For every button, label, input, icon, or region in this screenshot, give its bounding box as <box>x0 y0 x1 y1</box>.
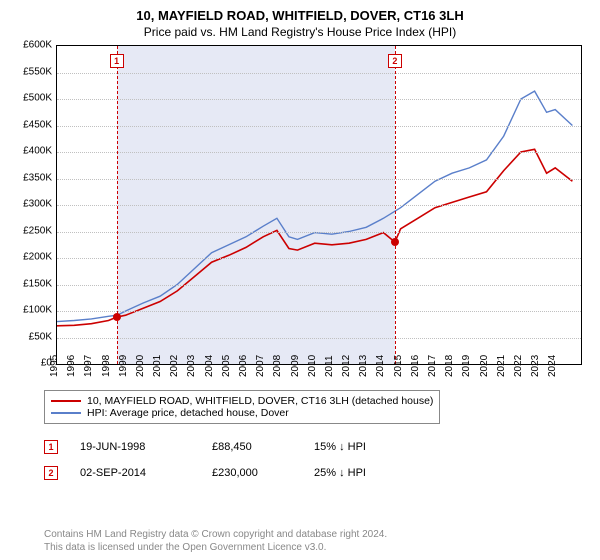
x-axis-label: 1997 <box>83 355 94 377</box>
legend-label: 10, MAYFIELD ROAD, WHITFIELD, DOVER, CT1… <box>87 395 433 407</box>
y-axis-label: £550K <box>12 66 52 77</box>
gridline <box>57 338 581 339</box>
event-price: £230,000 <box>212 467 292 479</box>
gridline <box>57 232 581 233</box>
x-axis-label: 1999 <box>118 355 129 377</box>
x-axis-label: 2023 <box>530 355 541 377</box>
x-axis-label: 2013 <box>358 355 369 377</box>
x-axis-label: 2002 <box>169 355 180 377</box>
x-axis-label: 2022 <box>513 355 524 377</box>
event-marker-box: 2 <box>44 466 58 480</box>
marker-box: 1 <box>110 54 124 68</box>
event-note: 25% ↓ HPI <box>314 467 394 479</box>
x-axis-label: 2006 <box>238 355 249 377</box>
footer-attribution: Contains HM Land Registry data © Crown c… <box>44 528 570 554</box>
y-axis-label: £0 <box>12 358 52 369</box>
x-axis-label: 2004 <box>203 355 214 377</box>
y-axis-label: £100K <box>12 305 52 316</box>
gridline <box>57 152 581 153</box>
chart-titles: 10, MAYFIELD ROAD, WHITFIELD, DOVER, CT1… <box>12 8 588 39</box>
event-marker-box: 1 <box>44 440 58 454</box>
y-axis-label: £400K <box>12 146 52 157</box>
x-axis-label: 1995 <box>49 355 60 377</box>
y-axis-label: £500K <box>12 93 52 104</box>
x-axis-label: 2021 <box>496 355 507 377</box>
legend: 10, MAYFIELD ROAD, WHITFIELD, DOVER, CT1… <box>44 390 570 424</box>
y-axis-label: £150K <box>12 278 52 289</box>
x-axis-label: 2016 <box>410 355 421 377</box>
gridline <box>57 285 581 286</box>
y-axis-label: £200K <box>12 252 52 263</box>
marker-line <box>395 46 396 364</box>
x-axis-label: 2012 <box>341 355 352 377</box>
plot: 12 <box>56 45 582 365</box>
legend-label: HPI: Average price, detached house, Dove… <box>87 407 289 419</box>
gridline <box>57 99 581 100</box>
title-line-1: 10, MAYFIELD ROAD, WHITFIELD, DOVER, CT1… <box>12 8 588 23</box>
gridline <box>57 205 581 206</box>
x-axis-label: 2005 <box>221 355 232 377</box>
x-axis-label: 2010 <box>307 355 318 377</box>
y-axis-label: £250K <box>12 225 52 236</box>
marker-dot <box>391 238 399 246</box>
x-axis-label: 2009 <box>289 355 300 377</box>
x-axis-label: 2003 <box>186 355 197 377</box>
x-axis-label: 1998 <box>100 355 111 377</box>
x-axis-label: 1996 <box>66 355 77 377</box>
x-axis-label: 2007 <box>255 355 266 377</box>
legend-item: 10, MAYFIELD ROAD, WHITFIELD, DOVER, CT1… <box>51 395 433 407</box>
event-note: 15% ↓ HPI <box>314 441 394 453</box>
x-axis-label: 2014 <box>375 355 386 377</box>
y-axis-label: £350K <box>12 172 52 183</box>
x-axis-label: 2020 <box>478 355 489 377</box>
x-axis-label: 2024 <box>547 355 558 377</box>
y-axis-label: £300K <box>12 199 52 210</box>
legend-swatch <box>51 400 81 402</box>
x-axis-label: 2015 <box>392 355 403 377</box>
y-axis-label: £450K <box>12 119 52 130</box>
y-axis-label: £50K <box>12 331 52 342</box>
x-axis-label: 2008 <box>272 355 283 377</box>
event-row: 2 02-SEP-2014 £230,000 25% ↓ HPI <box>44 466 570 480</box>
series-line <box>57 149 572 325</box>
chart-area: 12 £0£50K£100K£150K£200K£250K£300K£350K£… <box>12 45 588 387</box>
footer-line-1: Contains HM Land Registry data © Crown c… <box>44 528 570 541</box>
event-row: 1 19-JUN-1998 £88,450 15% ↓ HPI <box>44 440 570 454</box>
title-line-2: Price paid vs. HM Land Registry's House … <box>12 25 588 39</box>
x-axis-label: 2011 <box>324 355 335 377</box>
x-axis-label: 2018 <box>444 355 455 377</box>
marker-box: 2 <box>388 54 402 68</box>
footer-line-2: This data is licensed under the Open Gov… <box>44 541 570 554</box>
event-date: 02-SEP-2014 <box>80 467 190 479</box>
x-axis-label: 2000 <box>135 355 146 377</box>
x-axis-label: 2019 <box>461 355 472 377</box>
marker-dot <box>113 313 121 321</box>
gridline <box>57 126 581 127</box>
event-list: 1 19-JUN-1998 £88,450 15% ↓ HPI 2 02-SEP-2014… <box>44 440 570 492</box>
gridline <box>57 311 581 312</box>
x-axis-label: 2017 <box>427 355 438 377</box>
gridline <box>57 179 581 180</box>
event-price: £88,450 <box>212 441 292 453</box>
x-axis-label: 2001 <box>152 355 163 377</box>
event-date: 19-JUN-1998 <box>80 441 190 453</box>
legend-swatch <box>51 412 81 414</box>
legend-item: HPI: Average price, detached house, Dove… <box>51 407 433 419</box>
gridline <box>57 258 581 259</box>
y-axis-label: £600K <box>12 40 52 51</box>
gridline <box>57 73 581 74</box>
